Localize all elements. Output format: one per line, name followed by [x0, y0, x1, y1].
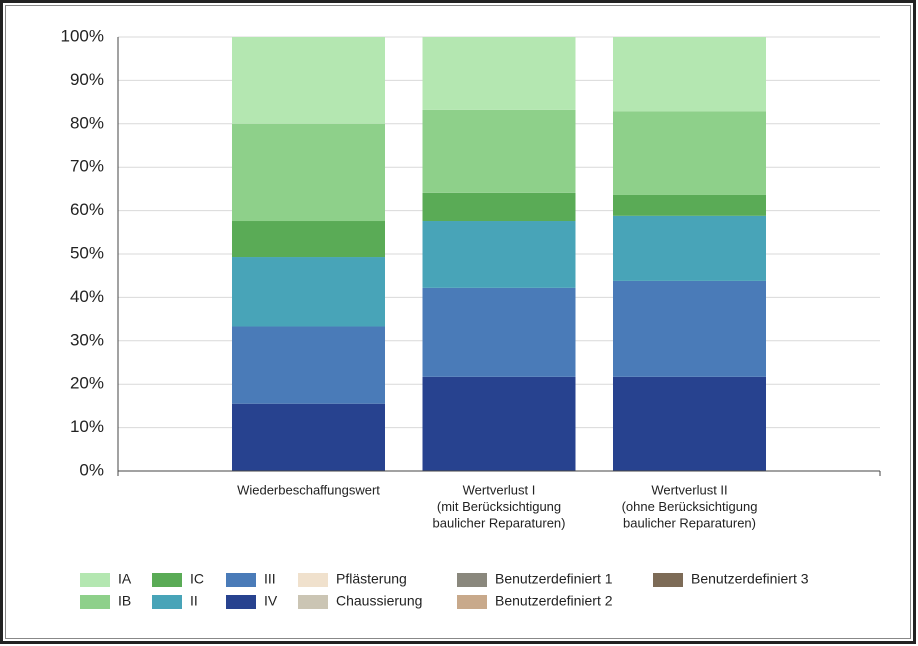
bar-segment	[422, 109, 576, 193]
frame-inner	[5, 5, 911, 639]
bar-segment	[422, 192, 576, 222]
bar-segment	[232, 326, 385, 404]
y-tick-label: 100%	[61, 26, 104, 45]
legend-label: Benutzerdefiniert 2	[495, 593, 613, 609]
y-tick-label: 70%	[70, 157, 104, 176]
legend-swatch	[457, 595, 487, 609]
bar-segment	[613, 111, 766, 195]
y-tick-label: 30%	[70, 330, 104, 349]
legend-label: IV	[264, 593, 278, 609]
legend-swatch	[226, 573, 256, 587]
bar-segment	[232, 403, 385, 471]
y-tick-label: 40%	[70, 287, 104, 306]
legend-swatch	[152, 573, 182, 587]
bar-segment	[613, 280, 766, 377]
y-tick-label: 0%	[79, 460, 104, 479]
legend-label: Benutzerdefiniert 3	[691, 571, 809, 587]
x-tick-label: (ohne Berücksichtigung	[622, 499, 758, 514]
legend-label: II	[190, 593, 198, 609]
bar-segment	[422, 376, 576, 471]
legend-label: IC	[190, 571, 204, 587]
legend-swatch	[298, 595, 328, 609]
y-tick-label: 10%	[70, 417, 104, 436]
x-tick-label: Wertverlust I	[463, 482, 536, 497]
bar-segment	[422, 287, 576, 377]
y-tick-label: 60%	[70, 200, 104, 219]
bar-segment	[422, 37, 576, 110]
x-tick-label: baulicher Reparaturen)	[623, 515, 756, 530]
y-tick-label: 20%	[70, 374, 104, 393]
legend-swatch	[457, 573, 487, 587]
bar-segment	[232, 257, 385, 327]
legend-label: Benutzerdefiniert 1	[495, 571, 613, 587]
bar-segment	[613, 194, 766, 216]
legend-swatch	[80, 573, 110, 587]
bar-segment	[232, 123, 385, 222]
y-tick-label: 80%	[70, 113, 104, 132]
legend-swatch	[298, 573, 328, 587]
legend-label: IB	[118, 593, 131, 609]
x-tick-label: baulicher Reparaturen)	[433, 515, 566, 530]
legend-swatch	[80, 595, 110, 609]
legend-label: Pflästerung	[336, 571, 407, 587]
bar-segment	[613, 376, 766, 471]
legend-swatch	[152, 595, 182, 609]
x-tick-label: Wertverlust II	[651, 482, 727, 497]
bar-segment	[232, 37, 385, 124]
legend-swatch	[226, 595, 256, 609]
legend-label: IA	[118, 571, 132, 587]
bar-segment	[232, 221, 385, 258]
x-tick-label: (mit Berücksichtigung	[437, 499, 561, 514]
legend-label: Chaussierung	[336, 593, 422, 609]
x-tick-label: Wiederbeschaffungswert	[237, 482, 380, 497]
y-tick-label: 90%	[70, 70, 104, 89]
bar-segment	[613, 37, 766, 112]
legend-swatch	[653, 573, 683, 587]
y-tick-label: 50%	[70, 243, 104, 262]
bar-segment	[613, 215, 766, 281]
legend-label: III	[264, 571, 276, 587]
bar-segment	[422, 221, 576, 288]
